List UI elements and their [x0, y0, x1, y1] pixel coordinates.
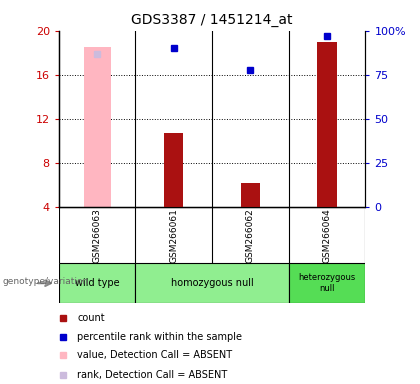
Text: GSM266064: GSM266064 [323, 208, 331, 263]
Text: GSM266061: GSM266061 [169, 208, 178, 263]
Bar [84, 47, 110, 207]
Text: count: count [77, 313, 105, 323]
Bar [289, 263, 365, 303]
Text: wild type: wild type [75, 278, 119, 288]
Bar [135, 263, 289, 303]
Text: rank, Detection Call = ABSENT: rank, Detection Call = ABSENT [77, 369, 228, 379]
Text: GSM266063: GSM266063 [93, 208, 102, 263]
Text: value, Detection Call = ABSENT: value, Detection Call = ABSENT [77, 350, 232, 360]
Text: genotype/variation: genotype/variation [2, 277, 88, 286]
Bar [59, 263, 135, 303]
Title: GDS3387 / 1451214_at: GDS3387 / 1451214_at [131, 13, 293, 27]
Bar [318, 42, 337, 207]
Text: GSM266062: GSM266062 [246, 208, 255, 263]
Text: percentile rank within the sample: percentile rank within the sample [77, 331, 242, 342]
Text: heterozygous
null: heterozygous null [299, 273, 356, 293]
Bar [241, 183, 260, 207]
Bar [164, 133, 184, 207]
Text: homozygous null: homozygous null [171, 278, 254, 288]
